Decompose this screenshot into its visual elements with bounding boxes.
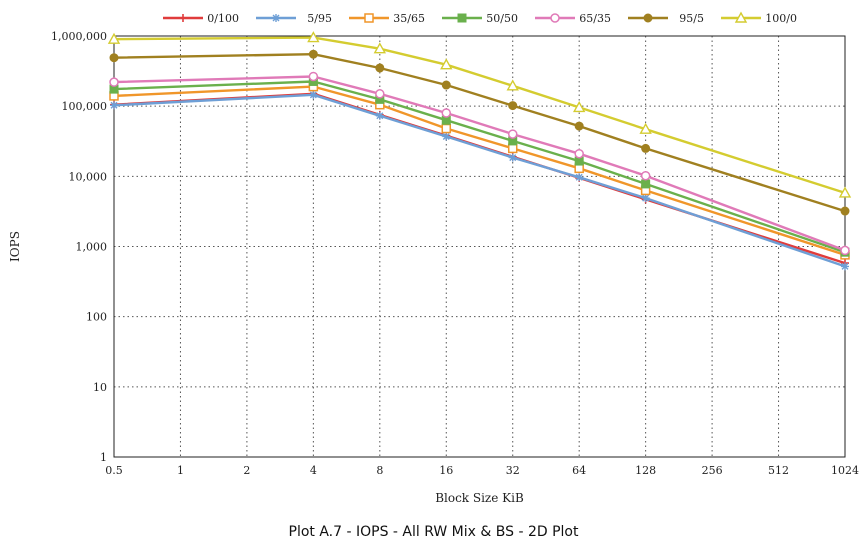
legend-label: 0/100 [207,12,239,25]
data-point-marker [441,80,451,90]
data-point-marker [841,262,849,271]
series-35-65 [109,81,850,260]
data-point-marker [508,101,518,111]
series-5-95 [110,90,849,271]
data-point-marker [507,143,518,154]
x-tick-label: 64 [572,464,586,477]
data-point-marker [441,123,452,134]
data-point-marker [441,108,452,118]
legend-label: 65/35 [579,12,611,25]
series-65-35 [109,71,850,256]
data-point-marker [375,89,385,99]
data-point-marker [364,13,374,23]
legend-label: 35/65 [393,12,425,25]
x-tick-label: 8 [376,464,383,477]
data-point-marker [507,129,518,139]
legend-item: 95/5 [628,12,704,25]
data-point-marker [309,90,318,99]
legend-label: 5/95 [307,12,332,25]
grid-lines [114,36,845,457]
data-point-marker [179,14,187,22]
y-tick-label: 10 [93,381,107,394]
x-tick-label: 128 [635,464,656,477]
x-axis-label: Block Size KiB [435,491,524,505]
data-point-marker [574,148,584,159]
legend-label: 50/50 [486,12,518,25]
y-axis-label: IOPS [8,231,22,262]
x-tick-label: 0.5 [105,464,123,477]
data-point-marker [550,13,560,23]
data-point-marker [640,170,651,181]
data-point-marker [508,153,517,162]
data-point-marker [109,53,119,63]
iops-line-chart: 0.5 1 2 4 8 16 32 64 128 256 512 10241101001,00010,… [8,11,859,505]
data-point-marker [641,179,651,189]
data-point-marker [307,31,320,43]
data-point-marker [442,132,451,141]
data-point-marker [110,101,118,110]
series-line [113,80,846,254]
y-tick-label: 1,000,000 [51,30,107,43]
legend-label: 95/5 [679,12,704,25]
data-point-marker [457,13,467,23]
series-line [113,53,846,213]
y-tick-label: 1 [100,451,107,464]
x-tick-label: 16 [439,464,453,477]
data-point-marker [575,173,584,182]
data-point-marker [373,42,387,54]
legend-item: 5/95 [256,12,332,25]
data-point-marker [107,32,121,44]
y-tick-label: 10,000 [69,170,108,183]
data-point-marker [639,122,652,134]
figure-caption: Plot A.7 - IOPS - All RW Mix & BS - 2D P… [288,524,579,540]
series-line [113,93,846,268]
x-tick-label: 32 [506,464,520,477]
data-point-marker [734,11,748,23]
data-point-marker [574,121,584,131]
legend-item: 65/35 [535,12,611,25]
x-tick-label: 512 [768,464,789,477]
series-100-0 [107,31,852,198]
series-line [113,36,846,195]
series-line [113,85,846,257]
y-tick-label: 100 [86,311,107,324]
x-tick-label: 4 [310,464,317,477]
data-point-marker [375,111,384,120]
legend-item: 100/0 [721,11,797,25]
data-point-marker [838,186,852,198]
x-tick-label: 1 [177,464,184,477]
data-point-marker [375,63,385,73]
data-point-marker [506,79,519,91]
data-point-marker [440,58,453,70]
x-tick-label: 2 [243,464,250,477]
data-point-marker [643,13,653,23]
data-point-marker [109,77,119,87]
axis-ticks: 0.5 1 2 4 8 16 32 64 128 256 512 10241101001,00010,… [51,30,859,477]
data-point-marker [641,143,651,153]
data-point-marker [308,71,319,82]
x-tick-label: 1024 [831,464,859,477]
series-95-5 [109,49,850,216]
legend-item: 0/100 [163,12,239,25]
data-point-marker [272,14,280,22]
series-line [113,92,846,265]
data-point-marker [572,100,586,113]
legend: 0/100 5/95 35/65 50/50 65/35 95/5 100/0 [163,11,797,25]
legend-item: 35/65 [349,12,425,25]
data-point-marker [840,206,850,216]
series-group [107,31,852,271]
data-point-marker [641,194,650,203]
series-line [113,75,846,252]
x-tick-label: 256 [702,464,723,477]
legend-label: 100/0 [765,12,797,25]
data-point-marker [840,245,850,256]
data-point-marker [308,49,318,59]
y-tick-label: 100,000 [62,100,108,113]
y-tick-label: 1,000 [76,241,108,254]
legend-item: 50/50 [442,12,518,25]
